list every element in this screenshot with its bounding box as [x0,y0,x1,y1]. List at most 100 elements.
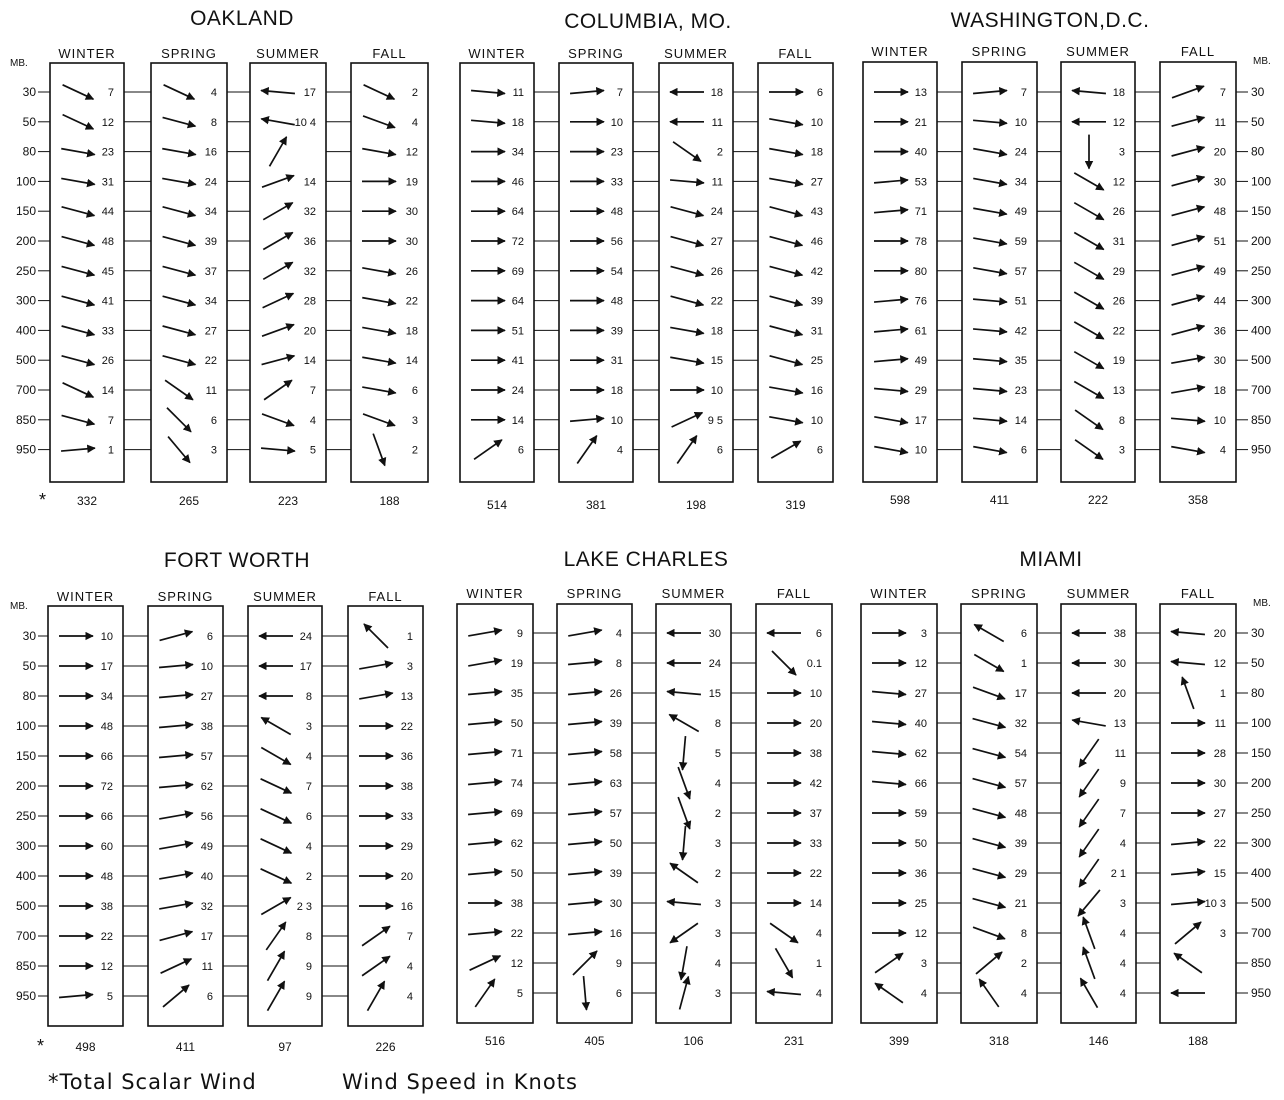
station-2-title: WASHINGTON,D.C. [951,9,1150,32]
station-3-speed-3-3: 22 [401,721,413,733]
station-2-arrow-0-11 [874,416,909,426]
station-4-arrow-0-6 [467,807,503,817]
station-3-speed-1-3: 38 [201,721,213,733]
station-4-speed-0-7: 62 [511,838,523,850]
station-4-speed-0-8: 50 [511,868,523,880]
station-2-arrow-2-3 [1073,172,1105,191]
station-5-arrow-2-11 [1081,946,1096,980]
station-5-level-8: 400 [1251,866,1271,880]
station-2-arrow-3-3 [1171,174,1206,187]
station-5-arrow-0-11 [874,952,904,974]
station-3-speed-2-9: 2 3 [297,901,312,913]
station-0-arrow-1-1 [162,116,197,129]
station-5-arrow-0-3 [871,719,907,729]
station-1-speed-2-12: 6 [717,445,723,457]
station-1-arrow-3-3 [769,177,804,188]
station-0-speed-3-6: 26 [406,266,418,278]
station-5-arrow-1-5 [972,777,1007,790]
station-1-speed-0-3: 46 [512,176,524,188]
station-2-speed-1-10: 23 [1015,385,1027,397]
station-0-arrow-0-7 [61,295,96,308]
station-5-speed-0-12: 4 [921,988,927,1000]
station-0-arrow-0-9 [61,354,96,367]
station-3-speed-0-10: 22 [101,931,113,943]
station-5-speed-0-3: 40 [915,718,927,730]
station-5-level-1: 50 [1251,656,1265,670]
station-1-speed-2-9: 15 [711,355,723,367]
station-4-arrow-2-11 [678,946,688,981]
station-3-speed-2-8: 2 [306,871,312,883]
station-4-speed-0-5: 74 [511,778,523,790]
station-2-arrow-0-10 [873,386,909,396]
station-0-arrow-1-0 [163,84,196,100]
station-1-arrow-2-7 [670,295,705,308]
station-4-speed-2-6: 2 [715,808,721,820]
station-4-arrow-2-9 [666,897,702,907]
station-4-arrow-2-12 [678,975,691,1010]
station-1-speed-1-11: 10 [611,415,623,427]
station-0-arrow-3-11 [362,413,396,427]
station-3-arrow-2-4 [260,746,292,766]
station-0-level-12: 950 [16,443,36,457]
station-0-arrow-3-12 [372,433,387,467]
station-0-speed-0-9: 26 [102,355,114,367]
station-0-speed-2-11: 4 [310,415,316,427]
station-5-season-1: SPRING [971,586,1027,601]
station-4-speed-2-7: 3 [715,838,721,850]
station-3-speed-1-6: 56 [201,811,213,823]
station-2-arrow-0-12 [874,445,909,456]
station-2-arrow-2-7 [1073,291,1105,310]
station-3-speed-3-7: 29 [401,841,413,853]
station-3-arrow-3-11 [361,955,391,977]
station-1-speed-3-9: 25 [811,355,823,367]
station-2-arrow-1-8 [972,326,1008,336]
station-1-arrow-2-5 [670,235,705,248]
station-4-arrow-3-11 [774,947,794,979]
station-4-title: LAKE CHARLES [564,548,729,571]
station-0-arrow-3-2 [362,147,397,158]
station-1-speed-2-6: 26 [711,266,723,278]
station-4-speed-1-9: 30 [610,898,622,910]
station-2-arrow-2-8 [1073,321,1105,340]
station-3-arrow-0-12 [58,990,94,1000]
station-3-speed-1-0: 6 [207,631,213,643]
station-5-speed-2-11: 4 [1120,958,1126,970]
station-2-arrow-1-0 [972,86,1008,96]
station-4-speed-1-0: 4 [616,628,622,640]
station-5-speed-1-6: 48 [1015,808,1027,820]
station-2-arrow-3-8 [1171,323,1206,336]
station-2-total-0: 598 [890,493,910,507]
station-4-speed-3-6: 37 [810,808,822,820]
station-0-total-marker: * [39,490,46,510]
station-3-arrow-1-6 [159,810,194,820]
station-1-total-1: 381 [586,498,606,512]
station-2-arrow-1-9 [972,356,1008,366]
station-0-total-2: 223 [278,494,298,508]
station-2-speed-2-12: 3 [1119,445,1125,457]
station-5-season-3: FALL [1181,586,1215,601]
station-0-level-2: 80 [23,145,37,159]
station-5-speed-2-5: 9 [1120,778,1126,790]
station-4-arrow-1-8 [567,867,603,877]
station-1-total-3: 319 [785,498,805,512]
station-5-arrow-1-0 [973,623,1005,643]
station-2-arrow-1-3 [973,177,1008,188]
station-5-speed-2-2: 20 [1114,688,1126,700]
station-0-speed-2-1: 10 4 [295,117,316,129]
station-0-speed-3-3: 19 [406,176,418,188]
station-2-speed-2-4: 26 [1113,206,1125,218]
station-2-arrow-3-9 [1171,354,1206,364]
station-2-level-10: 700 [1251,383,1271,397]
station-4-speed-2-9: 3 [715,898,721,910]
station-0-speed-1-1: 8 [211,117,217,129]
station-2-speed-0-2: 40 [915,147,927,159]
station-4-speed-3-12: 4 [816,988,822,1000]
station-0-speed-2-4: 32 [304,206,316,218]
station-5-arrow-3-7 [1170,837,1206,847]
station-0-arrow-1-11 [166,407,192,433]
station-5-speed-3-8: 15 [1214,868,1226,880]
station-1-arrow-2-8 [670,326,705,337]
station-4-speed-1-2: 26 [610,688,622,700]
station-2-speed-1-11: 14 [1015,415,1027,427]
station-0-arrow-2-4 [262,201,294,221]
